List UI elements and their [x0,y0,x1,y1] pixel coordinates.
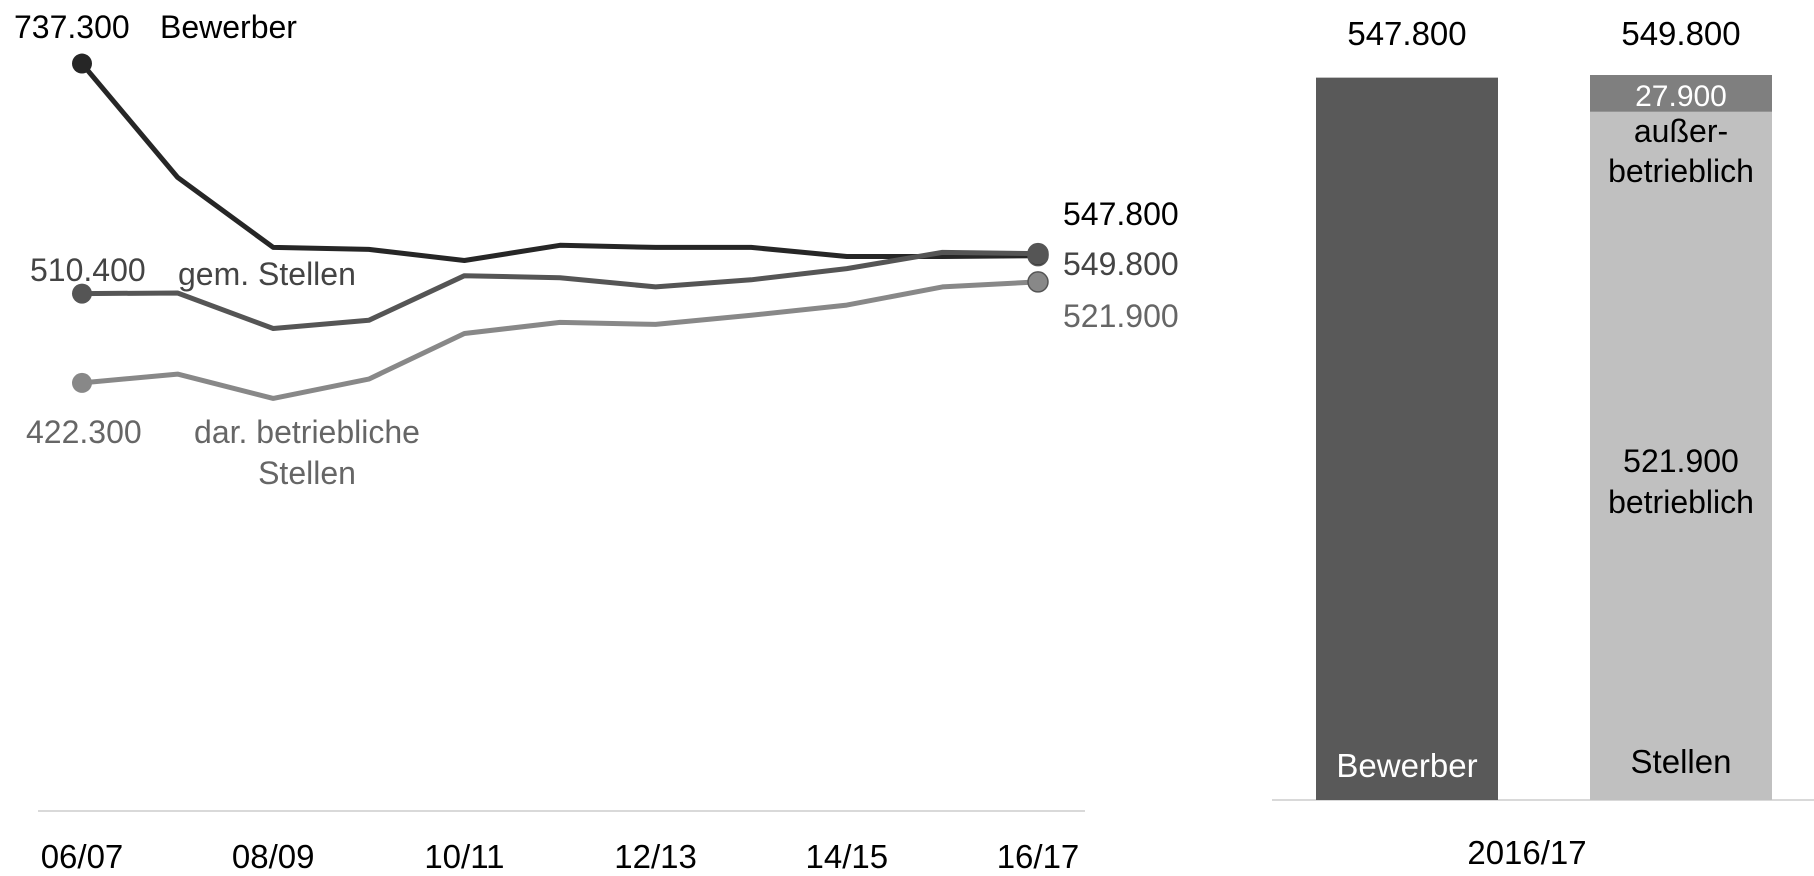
bar-category-label: Bewerber [1336,747,1477,784]
series-line-1 [81,249,1039,331]
series-line-0 [80,61,1039,263]
line-chart: 06/07 08/09 10/11 12/13 14/15 16/17 737.300 Bew… [14,9,1179,875]
x-tick-label: 08/09 [232,838,315,875]
x-tick-label: 16/17 [997,838,1080,875]
x-axis-category-label: 2016/17 [1467,834,1586,871]
x-tick-label: 12/13 [614,838,697,875]
x-tick-label: 10/11 [424,838,504,875]
data-label: 737.300 [14,9,130,45]
bar-segment-betrieblich [1590,111,1772,800]
bar-total-label: 547.800 [1347,15,1466,52]
series-start-point-2 [72,372,92,393]
x-tick-label: 06/07 [41,838,124,875]
series-label: gem. Stellen [178,256,356,292]
bar-bewerber [1316,77,1498,800]
series-start-point-0 [72,53,92,74]
segment-name-label: betrieblich [1608,484,1754,520]
bar-category-label: Stellen [1631,743,1732,780]
x-tick-label: 14/15 [806,838,889,875]
series-line-2 [81,279,1039,401]
segment-name-label: außer- [1634,113,1728,149]
series-label: Stellen [258,455,356,491]
stacked-bar-chart: 2016/17 547.800 Bewerber 549.800 27.900außer… [1272,15,1814,871]
series-end-point-2 [1027,271,1049,293]
series-label: dar. betriebliche [194,414,420,450]
segment-value-label: 27.900 [1635,80,1727,113]
data-label: 521.900 [1063,298,1179,334]
series-label: Bewerber [160,9,297,45]
data-label: 549.800 [1063,246,1179,282]
bar-total-label: 549.800 [1621,15,1740,52]
bar-segment-ausserbetrieblich [1590,75,1772,112]
segment-name-label: betrieblich [1608,153,1754,189]
data-label: 510.400 [30,252,146,288]
data-label: 547.800 [1063,196,1179,232]
series-end-point-1 [1027,242,1049,265]
data-label: 422.300 [26,414,142,450]
series-start-point-1 [72,283,92,304]
segment-value-label: 521.900 [1623,443,1739,479]
